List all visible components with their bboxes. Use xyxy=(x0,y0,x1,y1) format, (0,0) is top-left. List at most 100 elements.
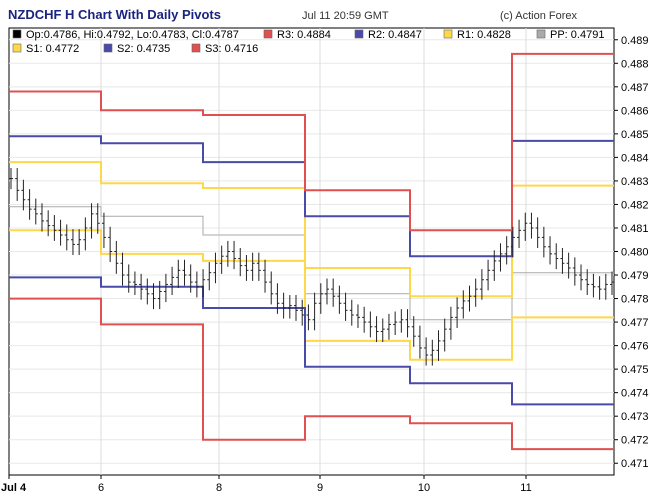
y-tick-label: 0.486 xyxy=(621,105,649,117)
price-bar xyxy=(188,264,193,293)
legend-label: S3: 0.4716 xyxy=(205,43,258,55)
price-bar xyxy=(312,292,317,331)
y-tick-label: 0.485 xyxy=(621,129,649,141)
legend-label: S2: 0.4735 xyxy=(117,43,170,55)
legend-label: PP: 0.4791 xyxy=(550,29,604,41)
price-bar xyxy=(331,278,336,307)
y-tick-label: 0.471 xyxy=(621,458,649,470)
price-bar xyxy=(579,264,584,291)
y-tick-label: 0.478 xyxy=(621,294,649,306)
legend-swatch xyxy=(263,29,273,39)
price-bar xyxy=(448,306,453,340)
price-bar xyxy=(15,167,20,201)
price-bar xyxy=(306,304,311,331)
pivot-line-s3 xyxy=(9,297,614,451)
y-tick-label: 0.479 xyxy=(621,270,649,282)
legend-swatch xyxy=(191,43,201,53)
price-bars xyxy=(9,167,614,366)
y-axis: 0.471 0.472 0.473 0.474 0.475 0.476 0.477 0.478… xyxy=(614,35,649,470)
price-bar xyxy=(405,309,410,338)
x-tick-label: Jul 4 xyxy=(1,482,27,494)
chart-timestamp: Jul 11 20:59 GMT xyxy=(302,10,389,22)
price-bar xyxy=(337,285,342,314)
chart-copyright: (c) Action Forex xyxy=(500,10,578,22)
price-bar xyxy=(442,318,447,352)
x-tick-label: 9 xyxy=(317,482,323,494)
price-bar xyxy=(517,219,522,248)
price-bar xyxy=(256,252,261,281)
price-bar xyxy=(281,292,286,319)
price-bar xyxy=(219,245,224,274)
price-bar xyxy=(355,304,360,328)
price-bar xyxy=(225,240,230,267)
price-bar xyxy=(498,243,503,272)
price-bar xyxy=(163,273,168,303)
price-bar xyxy=(479,269,484,300)
legend-label: Op:0.4786, Hi:0.4792, Lo:0.4783, Cl:0.47… xyxy=(26,29,239,41)
price-bar xyxy=(566,252,571,279)
price-bar xyxy=(572,257,577,286)
price-bar xyxy=(399,309,404,333)
price-bar xyxy=(232,240,237,270)
price-bar xyxy=(120,252,125,286)
price-bar xyxy=(275,283,280,314)
price-bar xyxy=(492,250,497,281)
y-tick-label: 0.480 xyxy=(621,247,649,259)
price-bar xyxy=(300,299,305,326)
y-tick-label: 0.489 xyxy=(621,35,649,47)
y-tick-label: 0.481 xyxy=(621,223,649,235)
y-tick-label: 0.474 xyxy=(621,388,649,400)
legend-label: R2: 0.4847 xyxy=(368,29,422,41)
price-bar xyxy=(380,318,385,343)
price-bar xyxy=(560,247,565,274)
price-bar xyxy=(52,215,57,241)
price-bar xyxy=(126,264,131,293)
price-bar xyxy=(374,316,379,343)
price-bar xyxy=(386,313,391,340)
legend-label: R3: 0.4884 xyxy=(277,29,331,41)
x-tick-label: 6 xyxy=(98,482,104,494)
price-bar xyxy=(182,259,187,286)
y-tick-label: 0.487 xyxy=(621,82,649,94)
price-bar xyxy=(64,224,69,251)
y-tick-label: 0.484 xyxy=(621,152,649,164)
price-bar xyxy=(548,236,553,265)
price-bar xyxy=(139,273,144,300)
price-bar xyxy=(486,259,491,291)
price-bar xyxy=(417,325,422,359)
price-bar xyxy=(176,259,181,288)
price-bar xyxy=(244,255,249,281)
price-bar xyxy=(535,217,540,248)
price-bar xyxy=(318,283,323,314)
price-bar xyxy=(554,243,559,270)
y-tick-label: 0.477 xyxy=(621,317,649,329)
y-tick-label: 0.476 xyxy=(621,341,649,353)
price-bar xyxy=(541,226,546,258)
price-bar xyxy=(603,273,608,300)
price-bar xyxy=(461,290,466,319)
legend: Op:0.4786, Hi:0.4792, Lo:0.4783, Cl:0.47… xyxy=(12,29,604,55)
y-tick-label: 0.472 xyxy=(621,435,649,447)
price-bar xyxy=(108,226,113,263)
price-bar xyxy=(101,212,106,248)
y-tick-label: 0.475 xyxy=(621,364,649,376)
price-bar xyxy=(269,271,274,305)
price-bar xyxy=(170,266,175,296)
price-bar xyxy=(33,198,38,225)
price-bar xyxy=(294,295,299,321)
y-tick-label: 0.488 xyxy=(621,58,649,70)
price-bar xyxy=(424,337,429,366)
price-bar xyxy=(343,292,348,321)
price-bar xyxy=(523,212,528,241)
price-bar xyxy=(362,306,367,333)
price-bar xyxy=(529,212,534,239)
price-bar xyxy=(591,273,596,298)
legend-swatch xyxy=(12,29,22,39)
legend-swatch xyxy=(103,43,113,53)
price-bar xyxy=(430,339,435,366)
price-bar xyxy=(207,262,212,291)
price-bar xyxy=(597,276,602,300)
price-bar xyxy=(610,271,614,296)
price-bar xyxy=(114,240,119,274)
